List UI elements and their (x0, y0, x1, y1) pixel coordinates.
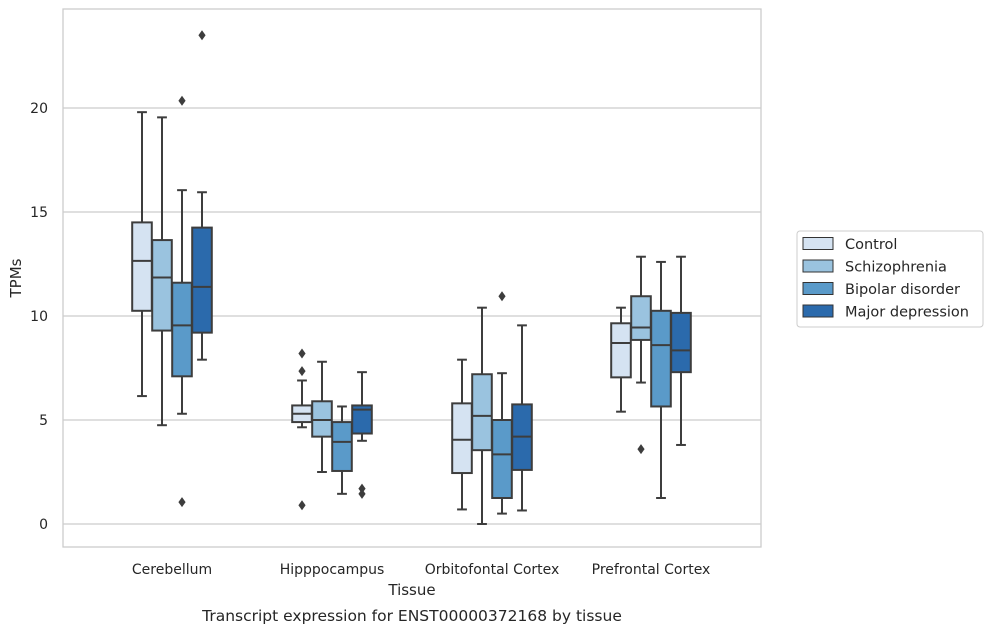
legend-label: Control (845, 237, 897, 253)
box-iqr (630, 295, 652, 341)
outlier-point (198, 30, 206, 41)
box-iqr (471, 373, 493, 452)
y-tick-label: 0 (39, 517, 48, 533)
outlier-point (178, 95, 186, 106)
box-iqr (311, 400, 333, 438)
box-iqr (191, 226, 213, 334)
box-iqr (670, 311, 692, 374)
outlier-point (298, 348, 306, 359)
y-tick-label: 5 (39, 413, 48, 429)
legend-label: Bipolar disorder (845, 282, 960, 298)
box-schizophrenia (471, 306, 493, 525)
box-iqr (650, 309, 672, 408)
outlier-point (358, 483, 366, 494)
box-iqr (491, 419, 513, 499)
box-iqr (351, 404, 373, 435)
legend-label: Major depression (845, 305, 969, 321)
legend-swatch (802, 259, 834, 273)
box-schizophrenia (151, 116, 173, 427)
legend: Control Schizophrenia Bipolar disorder Majo… (796, 230, 984, 328)
outlier-point (298, 366, 306, 377)
x-tick-label: Orbitofontal Cortex (425, 562, 560, 578)
box-iqr (610, 322, 632, 379)
legend-swatch (802, 304, 834, 318)
box-major-depression (351, 371, 373, 499)
box-iqr (131, 221, 153, 312)
outlier-point (637, 444, 645, 455)
legend-swatch (802, 237, 834, 250)
box-iqr (451, 402, 473, 475)
box-major-depression (191, 30, 213, 361)
legend-label: Schizophrenia (845, 260, 947, 276)
box-iqr (151, 239, 173, 332)
x-axis-label: Tissue (387, 581, 435, 599)
outlier-point (298, 500, 306, 511)
box-control (291, 348, 313, 511)
box-major-depression (670, 255, 692, 446)
y-tick-label: 15 (30, 205, 48, 221)
x-tick-label: Prefrontal Cortex (592, 562, 711, 578)
chart-caption: Transcript expression for ENST0000037216… (201, 607, 622, 625)
box-iqr (171, 281, 193, 378)
box-iqr (331, 421, 353, 472)
y-tick-label: 10 (30, 309, 48, 325)
y-tick-label: 20 (30, 101, 48, 117)
box-schizophrenia (311, 360, 333, 473)
outlier-point (358, 488, 366, 499)
box-control (131, 111, 153, 398)
legend-swatch (802, 282, 834, 295)
box-major-depression (511, 324, 533, 512)
box-control (451, 358, 473, 511)
y-tick-labels: 0 5 10 15 20 (30, 101, 48, 533)
x-tick-labels: Cerebellum Hipppocampus Orbitofontal Corte… (132, 562, 710, 578)
box-series-group (131, 30, 692, 525)
y-axis-label: TPMs (7, 258, 25, 298)
box-control (610, 306, 632, 413)
outlier-point (498, 291, 506, 302)
x-tick-label: Cerebellum (132, 562, 212, 578)
outlier-point (178, 497, 186, 508)
plot-frame (62, 8, 762, 548)
plot-area-background (63, 9, 761, 547)
box-schizophrenia (630, 255, 652, 455)
box-bipolar-disorder (331, 405, 353, 495)
box-bipolar-disorder (650, 260, 672, 499)
x-tick-label: Hipppocampus (280, 562, 385, 578)
legend-frame (796, 230, 984, 328)
